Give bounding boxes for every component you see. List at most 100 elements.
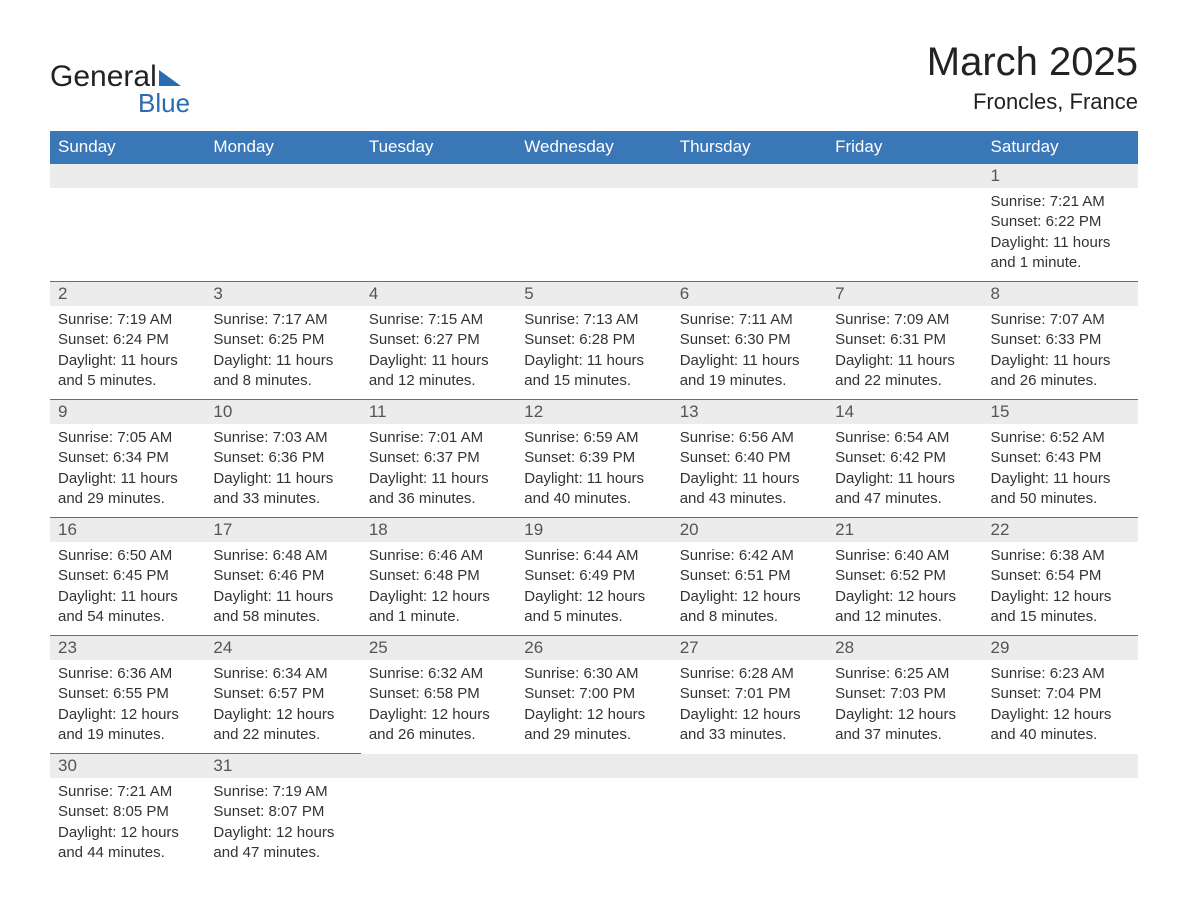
sunrise-text: Sunrise: 7:15 AM <box>369 310 510 330</box>
day-detail-cell <box>361 778 516 871</box>
daylight-text: Daylight: 11 hours and 26 minutes. <box>991 351 1132 392</box>
day-number-cell: 5 <box>516 282 671 307</box>
daynum-row: 23242526272829 <box>50 636 1138 661</box>
weekday-header: Friday <box>827 131 982 164</box>
sunset-text: Sunset: 6:37 PM <box>369 448 510 468</box>
brand-triangle-icon <box>159 70 181 86</box>
day-number-cell: 7 <box>827 282 982 307</box>
day-detail-cell: Sunrise: 6:34 AMSunset: 6:57 PMDaylight:… <box>205 660 360 754</box>
day-detail-cell: Sunrise: 6:56 AMSunset: 6:40 PMDaylight:… <box>672 424 827 518</box>
day-detail-cell: Sunrise: 7:21 AMSunset: 8:05 PMDaylight:… <box>50 778 205 871</box>
sunset-text: Sunset: 6:46 PM <box>213 566 354 586</box>
sunrise-text: Sunrise: 6:50 AM <box>58 546 199 566</box>
day-number-cell <box>672 164 827 189</box>
sunset-text: Sunset: 6:49 PM <box>524 566 665 586</box>
sunrise-text: Sunrise: 7:01 AM <box>369 428 510 448</box>
day-number-cell <box>827 164 982 189</box>
daylight-text: Daylight: 11 hours and 15 minutes. <box>524 351 665 392</box>
day-detail-cell: Sunrise: 6:59 AMSunset: 6:39 PMDaylight:… <box>516 424 671 518</box>
day-number-cell: 18 <box>361 518 516 543</box>
sunset-text: Sunset: 7:03 PM <box>835 684 976 704</box>
sunrise-text: Sunrise: 6:59 AM <box>524 428 665 448</box>
daylight-text: Daylight: 12 hours and 37 minutes. <box>835 705 976 746</box>
day-detail-cell: Sunrise: 7:03 AMSunset: 6:36 PMDaylight:… <box>205 424 360 518</box>
weekday-header: Tuesday <box>361 131 516 164</box>
day-detail-cell: Sunrise: 7:21 AMSunset: 6:22 PMDaylight:… <box>983 188 1138 282</box>
day-number-cell: 17 <box>205 518 360 543</box>
sunrise-text: Sunrise: 6:25 AM <box>835 664 976 684</box>
day-number-cell: 30 <box>50 754 205 779</box>
sunrise-text: Sunrise: 6:48 AM <box>213 546 354 566</box>
day-number-cell <box>516 754 671 779</box>
day-number-cell: 25 <box>361 636 516 661</box>
calendar-table: Sunday Monday Tuesday Wednesday Thursday… <box>50 131 1138 871</box>
day-number-cell <box>516 164 671 189</box>
day-detail-cell <box>827 188 982 282</box>
day-number-cell: 24 <box>205 636 360 661</box>
daylight-text: Daylight: 12 hours and 1 minute. <box>369 587 510 628</box>
sunrise-text: Sunrise: 6:34 AM <box>213 664 354 684</box>
day-detail-cell <box>827 778 982 871</box>
sunset-text: Sunset: 6:24 PM <box>58 330 199 350</box>
sunrise-text: Sunrise: 6:46 AM <box>369 546 510 566</box>
day-detail-cell <box>516 778 671 871</box>
sunset-text: Sunset: 7:00 PM <box>524 684 665 704</box>
daylight-text: Daylight: 12 hours and 22 minutes. <box>213 705 354 746</box>
day-number-cell: 27 <box>672 636 827 661</box>
daylight-text: Daylight: 11 hours and 8 minutes. <box>213 351 354 392</box>
sunset-text: Sunset: 6:22 PM <box>991 212 1132 232</box>
weekday-header-row: Sunday Monday Tuesday Wednesday Thursday… <box>50 131 1138 164</box>
sunrise-text: Sunrise: 6:28 AM <box>680 664 821 684</box>
sunset-text: Sunset: 6:45 PM <box>58 566 199 586</box>
weekday-header: Saturday <box>983 131 1138 164</box>
sunrise-text: Sunrise: 6:52 AM <box>991 428 1132 448</box>
day-detail-cell: Sunrise: 6:25 AMSunset: 7:03 PMDaylight:… <box>827 660 982 754</box>
page-title: March 2025 <box>927 40 1138 85</box>
day-detail-cell: Sunrise: 6:48 AMSunset: 6:46 PMDaylight:… <box>205 542 360 636</box>
day-number-cell: 19 <box>516 518 671 543</box>
day-detail-cell: Sunrise: 6:44 AMSunset: 6:49 PMDaylight:… <box>516 542 671 636</box>
day-number-cell: 28 <box>827 636 982 661</box>
day-detail-cell: Sunrise: 7:19 AMSunset: 8:07 PMDaylight:… <box>205 778 360 871</box>
page-subtitle: Froncles, France <box>927 89 1138 115</box>
daylight-text: Daylight: 12 hours and 19 minutes. <box>58 705 199 746</box>
sunrise-text: Sunrise: 7:19 AM <box>58 310 199 330</box>
sunset-text: Sunset: 6:58 PM <box>369 684 510 704</box>
daylight-text: Daylight: 12 hours and 12 minutes. <box>835 587 976 628</box>
sunset-text: Sunset: 7:01 PM <box>680 684 821 704</box>
daylight-text: Daylight: 11 hours and 54 minutes. <box>58 587 199 628</box>
page-header: General Blue March 2025 Froncles, France <box>50 40 1138 119</box>
day-number-cell: 1 <box>983 164 1138 189</box>
daynum-row: 1 <box>50 164 1138 189</box>
sunrise-text: Sunrise: 7:03 AM <box>213 428 354 448</box>
day-number-cell: 4 <box>361 282 516 307</box>
daylight-text: Daylight: 11 hours and 58 minutes. <box>213 587 354 628</box>
day-detail-cell: Sunrise: 6:40 AMSunset: 6:52 PMDaylight:… <box>827 542 982 636</box>
day-number-cell: 21 <box>827 518 982 543</box>
details-row: Sunrise: 6:50 AMSunset: 6:45 PMDaylight:… <box>50 542 1138 636</box>
daynum-row: 9101112131415 <box>50 400 1138 425</box>
day-detail-cell: Sunrise: 7:07 AMSunset: 6:33 PMDaylight:… <box>983 306 1138 400</box>
day-detail-cell: Sunrise: 7:19 AMSunset: 6:24 PMDaylight:… <box>50 306 205 400</box>
day-detail-cell <box>672 778 827 871</box>
sunset-text: Sunset: 6:33 PM <box>991 330 1132 350</box>
day-detail-cell: Sunrise: 6:30 AMSunset: 7:00 PMDaylight:… <box>516 660 671 754</box>
day-detail-cell: Sunrise: 6:32 AMSunset: 6:58 PMDaylight:… <box>361 660 516 754</box>
daylight-text: Daylight: 11 hours and 50 minutes. <box>991 469 1132 510</box>
sunset-text: Sunset: 6:34 PM <box>58 448 199 468</box>
day-detail-cell <box>361 188 516 282</box>
day-number-cell: 9 <box>50 400 205 425</box>
daylight-text: Daylight: 11 hours and 36 minutes. <box>369 469 510 510</box>
sunrise-text: Sunrise: 7:21 AM <box>58 782 199 802</box>
day-number-cell: 3 <box>205 282 360 307</box>
sunrise-text: Sunrise: 6:40 AM <box>835 546 976 566</box>
daylight-text: Daylight: 11 hours and 43 minutes. <box>680 469 821 510</box>
daynum-row: 16171819202122 <box>50 518 1138 543</box>
sunrise-text: Sunrise: 7:11 AM <box>680 310 821 330</box>
sunset-text: Sunset: 8:07 PM <box>213 802 354 822</box>
daylight-text: Daylight: 12 hours and 47 minutes. <box>213 823 354 864</box>
daylight-text: Daylight: 11 hours and 19 minutes. <box>680 351 821 392</box>
sunrise-text: Sunrise: 7:19 AM <box>213 782 354 802</box>
sunrise-text: Sunrise: 6:44 AM <box>524 546 665 566</box>
day-number-cell: 8 <box>983 282 1138 307</box>
